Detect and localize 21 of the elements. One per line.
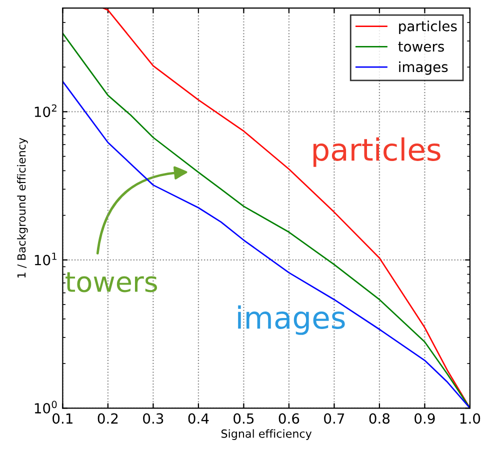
annotation: particles <box>313 137 440 167</box>
x-tick-label: 0.8 <box>369 413 390 424</box>
x-tick-label: 0.1 <box>52 413 72 424</box>
y-tick-label: 10$^{2}$ <box>34 104 56 118</box>
legend-label: particles <box>399 20 457 34</box>
y-tick-label: 10$^{1}$ <box>34 252 56 266</box>
annotation: towers <box>66 272 158 292</box>
x-tick-label: 1.0 <box>460 413 480 424</box>
x-tick-label: 0.4 <box>188 413 209 424</box>
y-tick-label: 10$^{0}$ <box>34 400 57 414</box>
x-tick-label: 0.5 <box>234 413 254 424</box>
legend-label: images <box>399 61 448 75</box>
x-tick-label: 0.9 <box>414 413 435 424</box>
annotation: images <box>238 305 345 335</box>
y-axis-title: 1 / Background efficiency <box>17 138 28 278</box>
legend-label: towers <box>398 42 444 52</box>
x-tick-label: 0.6 <box>278 413 300 424</box>
x-tick-label: 0.3 <box>143 413 164 424</box>
x-tick-label: 0.7 <box>324 413 344 424</box>
x-axis-title: Signal efficiency <box>221 429 312 440</box>
x-tick-label: 0.2 <box>98 413 118 424</box>
